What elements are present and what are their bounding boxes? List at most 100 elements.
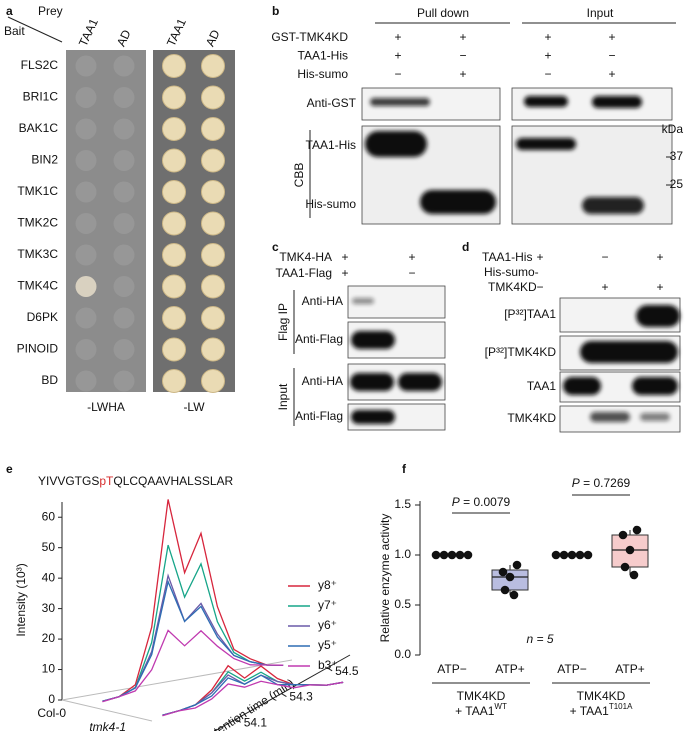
colony [162,180,186,204]
panel-label: b [272,4,279,18]
column-label: TAA1 [76,16,101,49]
row-label: TMK3C [17,247,58,261]
point [632,525,642,535]
sign: + [608,30,615,44]
row-label: TMK4C [17,279,58,293]
legend-label: b3⁺ [318,658,338,672]
y-tick-label: 30 [42,601,56,615]
colony [113,181,135,203]
condition-label: TAA1-His [482,250,532,264]
p-text: = 0.7269 [580,476,631,490]
colony [113,118,135,140]
row-label: TMK2C [17,216,58,230]
band [632,377,678,395]
sign: − [394,67,401,81]
colony [201,180,225,204]
column-label: TAA1 [164,16,189,49]
colony [113,307,135,329]
legend-label: y8⁺ [318,578,337,592]
peptide-site: pT [99,474,114,488]
x-tick [281,693,287,698]
band [398,373,442,391]
floor-edge [61,659,293,701]
sign: − [536,280,543,294]
legend-label: y5⁺ [318,638,337,652]
panel-label: c [272,240,279,254]
sign: + [459,67,466,81]
colony [201,274,225,299]
legend-label: y6⁺ [318,618,337,632]
point [463,550,473,560]
colony [201,337,225,362]
group-label: Pull down [417,6,469,20]
band [420,190,496,214]
colony [75,87,97,108]
category-label: ATP− [437,662,466,676]
colony [75,181,97,203]
x-tick [326,667,333,672]
colony [201,54,225,78]
y-tick-label: 40 [42,570,56,584]
y-tick-label: 20 [42,631,56,645]
p-text: = 0.0079 [460,495,511,509]
colony [201,243,225,267]
panel-label: f [402,462,407,476]
colony [75,118,97,140]
point [559,550,569,560]
peptide: YIVVGTGSpTQLCQAAVHALSSLAR [38,474,234,488]
sign: − [608,49,615,63]
condition-label: His-sumo- [484,265,539,279]
sign: − [601,250,608,264]
p-symbol: P [452,495,460,509]
sign: + [341,250,348,264]
blot-label: [P³²]TMK4KD [485,345,557,359]
colony [75,307,97,329]
band [351,331,395,349]
row-label: D6PK [27,310,58,324]
row-label: BIN2 [31,153,58,167]
y-tick-label: 1.5 [394,497,411,511]
row-label: TMK1C [17,184,58,198]
trace [102,499,284,702]
band [592,96,642,108]
point [629,570,639,580]
band [563,377,601,395]
bait-label: Bait [4,24,25,38]
sign: + [608,67,615,81]
x-tick-label: 54.3 [289,690,313,704]
colony [75,213,97,234]
y-tick-label: 0 [48,692,55,706]
panel-label: d [462,240,469,254]
colony [113,339,135,360]
sign: + [394,49,401,63]
colony [162,274,186,299]
plate-label: -LW [183,400,205,414]
category-label: ATP+ [495,662,524,676]
point [439,550,449,560]
band [516,138,576,150]
section-label: Flag IP [276,303,290,341]
group-label-part: + TAA1 [455,704,495,718]
sign: + [408,250,415,264]
sign: + [459,30,466,44]
rule [7,16,63,43]
colony [75,339,97,360]
sign: + [394,30,401,44]
panel-label: e [6,462,13,476]
point [447,550,457,560]
colony [201,117,225,141]
y-tick-label: 50 [42,540,56,554]
band [365,131,427,157]
p-symbol: P [572,476,580,490]
colony [75,150,97,171]
point [583,550,593,560]
colony [201,85,225,110]
band-label: His-sumo [305,197,356,211]
trace [102,629,284,703]
section-label: Input [276,383,290,410]
point [431,550,441,560]
stain-label: CBB [292,163,306,188]
p-value: P = 0.7269 [572,476,631,490]
sample-label: tmk4-1 [89,720,126,731]
